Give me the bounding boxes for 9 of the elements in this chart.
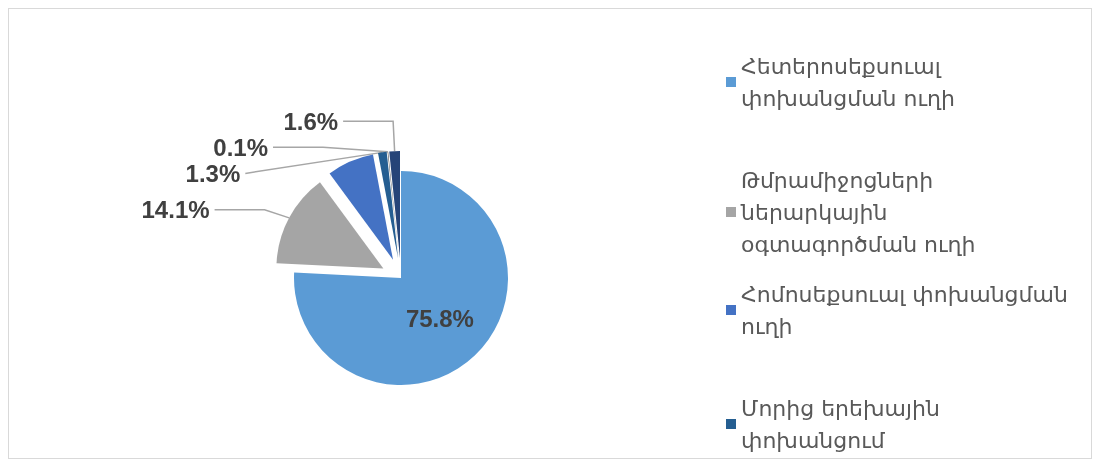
legend-label: Մորից երեխային փոխանցում (741, 395, 940, 453)
legend-label: Թմրամիջոցների ներարկային օգտագործման ուղի (740, 167, 976, 257)
legend-label: Հետերոսեքսուալ փոխանցման ուղի (741, 53, 955, 111)
legend-label: Հոմոսեքսուալ փոխանցման ուղի (741, 281, 1068, 339)
data-label: 1.3% (185, 159, 241, 187)
data-label: 75.8% (405, 305, 474, 333)
data-label: 0.1% (213, 133, 269, 161)
data-label: 1.6% (283, 107, 339, 135)
data-label: 14.1% (141, 196, 210, 224)
